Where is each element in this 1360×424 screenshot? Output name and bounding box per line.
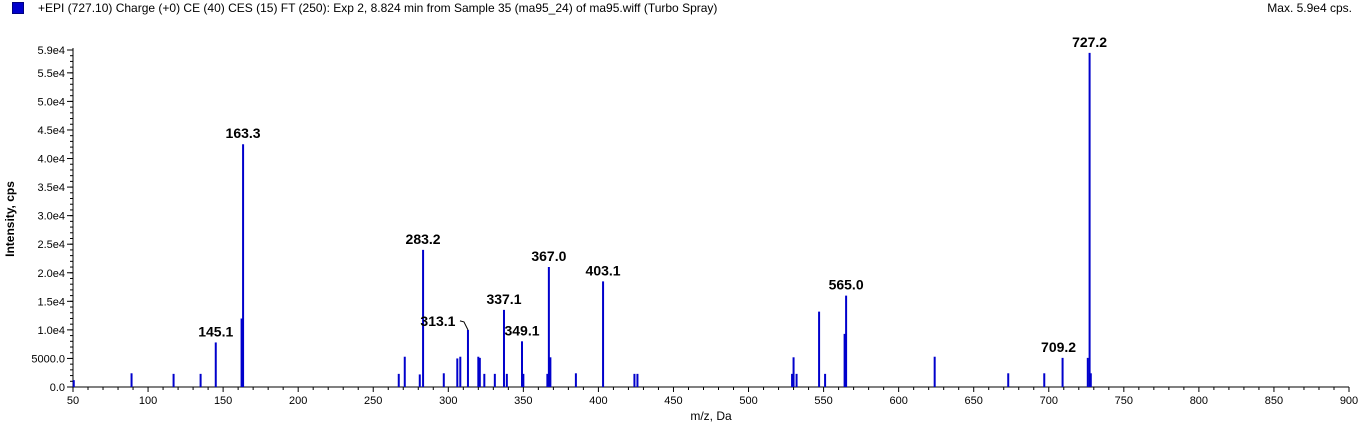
peak-label: 403.1 (586, 262, 621, 278)
peak-label: 163.3 (226, 125, 261, 141)
x-tick-label: 600 (889, 395, 907, 407)
x-tick-label: 100 (139, 395, 157, 407)
spectrum-title: +EPI (727.10) Charge (+0) CE (40) CES (1… (38, 1, 718, 15)
legend-color-swatch[interactable] (12, 2, 24, 14)
y-tick-label: 1.0e4 (37, 325, 65, 337)
y-tick-label: 5.5e4 (37, 68, 65, 80)
peak-label: 337.1 (486, 291, 521, 307)
x-tick-label: 350 (514, 395, 532, 407)
peak-label: 565.0 (829, 277, 864, 293)
x-tick-label: 700 (1040, 395, 1058, 407)
y-tick-label: 4.5e4 (37, 125, 65, 137)
x-tick-label: 800 (1190, 395, 1208, 407)
x-axis-title: m/z, Da (690, 409, 732, 423)
peak-label: 283.2 (406, 231, 441, 247)
x-tick-label: 250 (364, 395, 382, 407)
max-intensity-label: Max. 5.9e4 cps. (1267, 1, 1352, 15)
x-tick-label: 900 (1340, 395, 1358, 407)
peak-label-leader (459, 320, 469, 331)
peak-label: 709.2 (1041, 339, 1076, 355)
peak-label: 367.0 (531, 248, 566, 264)
y-tick-label: 1.5e4 (37, 296, 65, 308)
x-tick-label: 200 (289, 395, 307, 407)
x-tick-label: 50 (67, 395, 79, 407)
y-tick-label: 2.5e4 (37, 239, 65, 251)
x-tick-label: 550 (814, 395, 832, 407)
peak-label: 145.1 (198, 323, 233, 339)
x-tick-label: 750 (1115, 395, 1133, 407)
y-axis-title: Intensity, cps (3, 181, 17, 257)
peak-label: 727.2 (1072, 34, 1107, 50)
y-tick-label: 3.5e4 (37, 182, 65, 194)
x-tick-label: 500 (739, 395, 757, 407)
y-tick-label: 5.9e4 (37, 45, 65, 57)
x-tick-label: 300 (439, 395, 457, 407)
y-tick-label: 5000.0 (31, 353, 65, 365)
peak-label: 313.1 (420, 313, 455, 329)
peak-label: 349.1 (504, 322, 539, 338)
x-tick-label: 650 (965, 395, 983, 407)
x-tick-label: 450 (664, 395, 682, 407)
y-tick-label: 0.0 (50, 382, 65, 394)
y-tick-label: 2.0e4 (37, 268, 65, 280)
x-tick-label: 400 (589, 395, 607, 407)
y-tick-label: 3.0e4 (37, 211, 65, 223)
chart-header: +EPI (727.10) Charge (+0) CE (40) CES (1… (0, 0, 1360, 18)
y-tick-label: 4.0e4 (37, 154, 65, 166)
x-tick-label: 850 (1265, 395, 1283, 407)
y-tick-label: 5.0e4 (37, 96, 65, 108)
x-tick-label: 150 (214, 395, 232, 407)
